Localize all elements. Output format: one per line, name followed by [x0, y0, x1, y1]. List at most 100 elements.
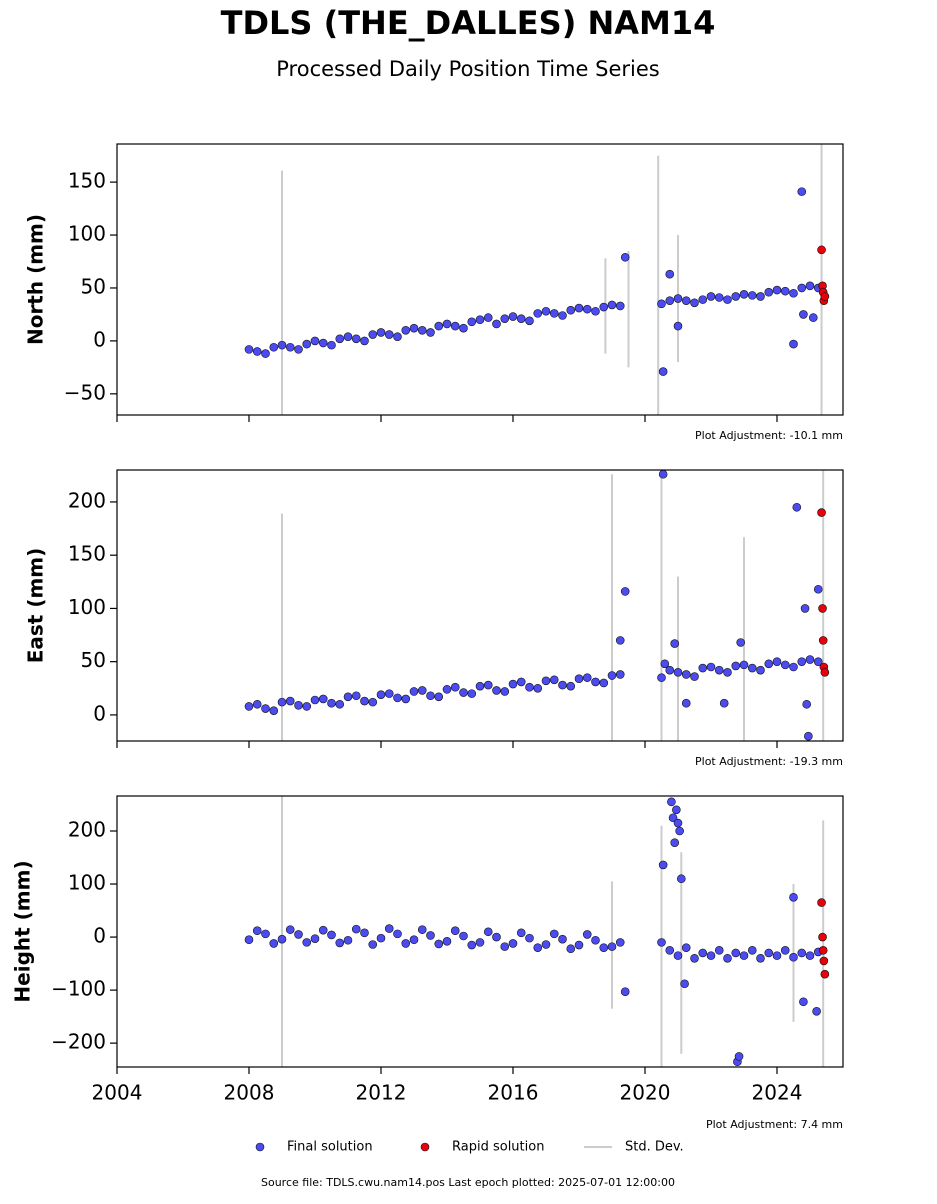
point	[615, 670, 625, 679]
point	[772, 657, 782, 666]
point	[797, 187, 807, 196]
point	[467, 317, 477, 327]
y-axis-label: North (mm)	[24, 214, 48, 345]
point	[335, 699, 345, 709]
point	[673, 321, 683, 331]
point	[549, 929, 559, 939]
point	[442, 319, 452, 329]
y-tick-label: −100	[51, 977, 106, 1001]
point	[269, 706, 279, 715]
point	[492, 932, 501, 942]
x-tick-label: 2012	[356, 1081, 407, 1105]
point	[818, 636, 828, 645]
point	[665, 946, 675, 955]
point	[658, 367, 668, 376]
point	[615, 301, 625, 311]
point	[819, 956, 829, 966]
legend-swatch	[420, 1142, 430, 1152]
point	[541, 940, 551, 949]
point	[533, 683, 543, 693]
y-tick-label: 0	[93, 924, 106, 948]
axes-frame	[116, 795, 844, 1068]
point	[676, 874, 686, 884]
point	[434, 939, 444, 949]
point	[789, 288, 798, 298]
legend-label: Final solution	[287, 1140, 373, 1155]
point	[723, 295, 732, 304]
point	[360, 928, 369, 938]
point	[467, 940, 477, 950]
point	[764, 659, 774, 669]
point	[658, 860, 668, 870]
point	[574, 303, 584, 313]
title: TDLS (THE_DALLES) NAM14	[221, 4, 716, 42]
point	[409, 687, 419, 696]
point	[541, 306, 551, 316]
point	[670, 639, 680, 648]
point	[450, 682, 460, 692]
point	[681, 296, 691, 305]
point	[620, 587, 630, 596]
legend-label: Rapid solution	[452, 1140, 544, 1155]
point	[318, 925, 328, 935]
point	[335, 334, 345, 344]
point	[667, 797, 676, 807]
point	[500, 687, 510, 696]
point	[318, 694, 328, 704]
point	[615, 636, 625, 645]
point	[818, 946, 828, 955]
point	[574, 674, 584, 684]
point	[417, 686, 427, 695]
y-tick-label: 200	[68, 818, 106, 842]
axes-frame	[116, 143, 844, 416]
point	[360, 696, 369, 706]
axes-frame	[116, 469, 844, 742]
point	[747, 663, 757, 673]
point	[764, 948, 774, 958]
point	[820, 292, 830, 301]
point	[384, 330, 394, 339]
point	[599, 302, 609, 312]
point	[756, 665, 765, 675]
y-tick-label: 0	[93, 327, 106, 351]
point	[310, 934, 320, 943]
point	[736, 638, 746, 647]
point	[820, 668, 830, 677]
point	[269, 342, 279, 352]
annotation: Plot Adjustment: -19.3 mm	[695, 755, 843, 768]
point	[467, 689, 477, 698]
point	[808, 313, 818, 322]
point	[549, 675, 559, 685]
point	[434, 692, 444, 702]
point	[747, 946, 757, 955]
point	[818, 932, 827, 942]
point	[706, 292, 716, 301]
point	[549, 309, 559, 318]
point	[244, 935, 254, 945]
y-tick-label: 200	[68, 488, 106, 512]
y-tick-label: 50	[81, 274, 106, 298]
point	[376, 328, 386, 337]
point	[620, 987, 630, 996]
point	[566, 681, 576, 691]
point	[615, 938, 625, 947]
point	[244, 702, 254, 711]
point	[393, 929, 402, 939]
point	[681, 670, 691, 679]
y-tick-label: 100	[68, 222, 106, 246]
point	[797, 283, 807, 293]
point	[817, 898, 826, 907]
point	[294, 345, 303, 354]
point	[660, 659, 670, 669]
point	[665, 296, 675, 305]
plot-area	[244, 796, 830, 1067]
point	[343, 935, 353, 945]
point	[739, 951, 749, 960]
point	[558, 311, 567, 320]
point	[668, 813, 678, 823]
point	[558, 934, 567, 944]
x-tick-label: 2016	[488, 1081, 539, 1105]
point	[681, 943, 691, 952]
point	[483, 927, 493, 937]
